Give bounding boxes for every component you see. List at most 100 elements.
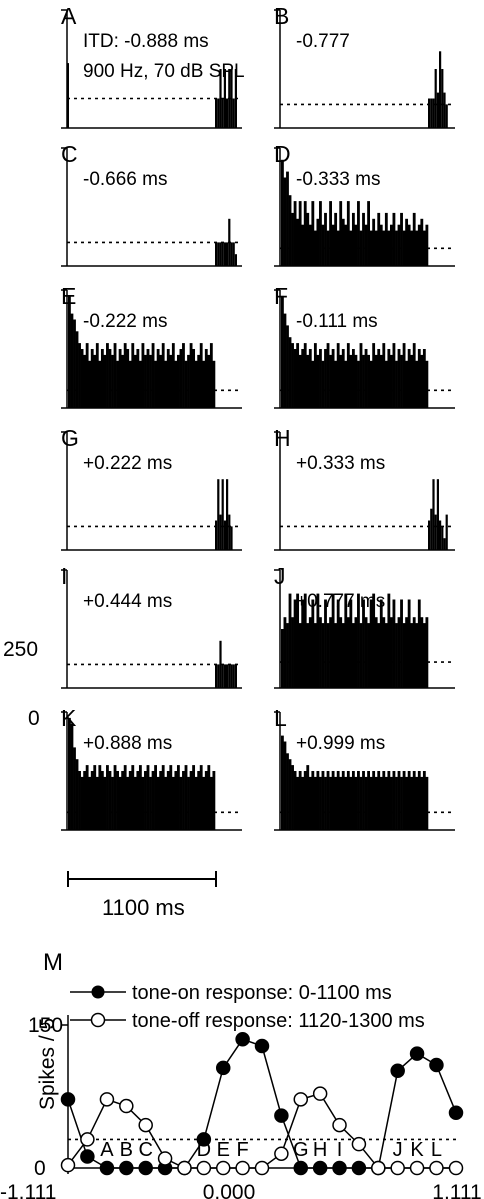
psth-bar — [417, 771, 421, 830]
panel-g: G+0.222 ms — [61, 425, 242, 551]
psth-bar — [306, 765, 310, 830]
psth-bar — [400, 776, 403, 830]
psth-bar — [293, 771, 297, 830]
psth-bar — [106, 343, 109, 408]
psth-bar — [298, 771, 302, 830]
psth-bar — [331, 593, 335, 688]
psth-bar — [374, 776, 378, 830]
psth-bar — [377, 623, 381, 688]
psth-bar — [357, 201, 360, 266]
psth-bar — [430, 508, 433, 550]
psth-bar — [326, 771, 330, 830]
psth-bar — [392, 771, 396, 830]
psth-bar — [219, 69, 222, 128]
psth-bar — [151, 343, 155, 408]
psth-bar — [232, 242, 235, 266]
psth-bar — [288, 593, 292, 688]
psth-bar — [324, 212, 327, 266]
psth-bar — [354, 776, 358, 830]
psth-bar — [144, 771, 147, 830]
psth-bar — [223, 520, 226, 550]
psth-bar — [334, 776, 338, 830]
psth-bar — [311, 599, 315, 688]
psth-bar — [402, 623, 406, 688]
psth-bar — [374, 354, 378, 408]
psth-bar — [336, 771, 340, 830]
psth-bar — [430, 98, 433, 128]
psth-bar — [131, 343, 135, 408]
psth-bar — [73, 747, 76, 830]
psth-bar — [420, 218, 424, 266]
psth-bar — [301, 224, 305, 266]
x-tick-right: 1.111 — [432, 1181, 481, 1199]
legend-entry-tone-on: tone-on response: 0-1100 ms — [132, 982, 392, 1004]
psth-bar — [281, 295, 284, 408]
psth-bar — [204, 349, 208, 408]
point-letter: G — [293, 1139, 309, 1161]
psth-bar — [286, 753, 289, 830]
psth-bar — [387, 593, 391, 688]
psth-bar — [324, 599, 327, 688]
data-point-tone-off — [390, 1160, 405, 1176]
psth-bar — [118, 349, 122, 408]
psth-bar — [354, 224, 358, 266]
psth-bar — [226, 479, 229, 550]
psth-bar — [395, 776, 398, 830]
psth-bar — [405, 218, 409, 266]
psth-bar — [184, 765, 188, 830]
psth-bar — [407, 224, 411, 266]
psth-bar — [136, 349, 140, 408]
psth-bar — [159, 354, 163, 408]
psth-bar — [182, 771, 185, 830]
psth-bar — [412, 771, 416, 830]
psth-bar — [349, 354, 353, 408]
psth-bar — [103, 354, 107, 408]
psth-bar — [217, 664, 220, 688]
psth-bar — [344, 360, 348, 408]
data-point-tone-on — [60, 1092, 76, 1107]
psth-bar — [410, 776, 414, 830]
psth-bar — [382, 771, 386, 830]
psth-bar — [326, 623, 330, 688]
psth-bar — [194, 360, 198, 408]
psth-bar — [113, 765, 117, 830]
psth-bar — [331, 349, 335, 408]
psth-bar — [116, 360, 119, 408]
psth-bar — [402, 343, 406, 408]
psth-bar — [321, 360, 325, 408]
psth-bar — [415, 776, 419, 830]
panel-label: ITD: -0.888 ms — [83, 31, 209, 52]
psth-bar — [367, 201, 370, 266]
psth-bar — [359, 623, 363, 688]
psth-bar — [189, 343, 193, 408]
psth-bar — [215, 520, 218, 550]
psth-bar — [425, 360, 429, 408]
psth-bar — [121, 771, 125, 830]
data-point-tone-off — [215, 1160, 231, 1176]
psth-bar — [369, 360, 373, 408]
psth-bar — [146, 349, 150, 408]
psth-bar — [169, 765, 173, 830]
panel-label: -0.666 ms — [83, 169, 167, 190]
data-point-tone-off — [293, 1092, 309, 1107]
psth-bar — [387, 771, 391, 830]
psth-bar — [402, 230, 406, 266]
psth-bar — [362, 354, 365, 408]
psth-bar — [166, 349, 170, 408]
psth-bar — [73, 319, 76, 408]
psth-bar — [288, 195, 292, 266]
psth-bar — [291, 343, 294, 408]
psth-bar — [234, 69, 237, 128]
point-letter: L — [431, 1139, 442, 1161]
data-point-tone-off — [119, 1098, 134, 1114]
psth-bar — [138, 765, 142, 830]
psth-bar — [174, 360, 178, 408]
data-point-tone-off — [80, 1132, 95, 1147]
psth-bar — [397, 224, 401, 266]
psth-bar — [123, 343, 127, 408]
data-point-tone-on — [80, 1149, 95, 1164]
psth-bar — [389, 776, 393, 830]
psth-bar — [387, 230, 391, 266]
psth-bar — [207, 354, 211, 408]
psth-bar — [138, 360, 142, 408]
